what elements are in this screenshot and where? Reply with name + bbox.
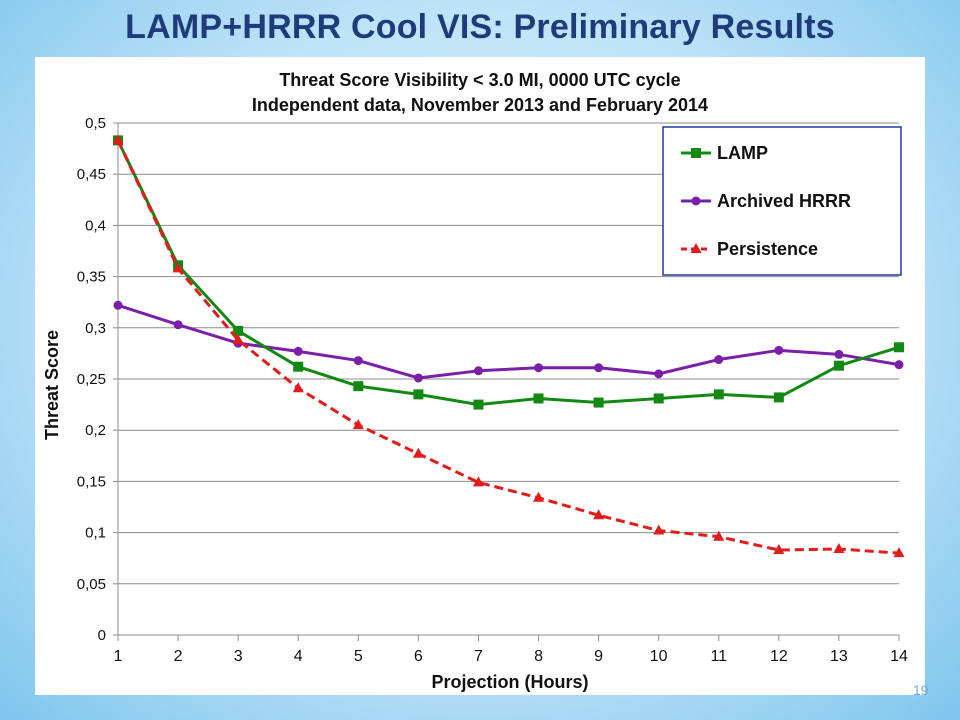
series-lamp <box>113 135 904 410</box>
x-tick-label: 14 <box>890 648 908 665</box>
data-point-lamp <box>833 360 844 371</box>
y-tick-label: 0,15 <box>77 473 106 490</box>
data-point-persistence <box>773 544 785 555</box>
data-point-persistence <box>112 134 124 145</box>
data-point-persistence <box>533 491 545 502</box>
y-tick-label: 0,4 <box>85 217 106 234</box>
x-tick-label: 6 <box>414 648 423 665</box>
legend: LAMP Archived HRRR Persistence <box>662 126 902 276</box>
data-point-persistence <box>352 419 364 430</box>
series-line-persistence <box>116 139 900 555</box>
data-point-lamp <box>713 389 724 400</box>
chart-title-line2: Independent data, November 2013 and Febr… <box>252 95 708 115</box>
y-tick-label: 0,35 <box>77 269 106 286</box>
y-tick-label: 0,2 <box>85 422 106 439</box>
x-tick-label: 9 <box>594 648 603 665</box>
series-lines <box>112 134 905 558</box>
legend-label-archived-hrrr: Archived HRRR <box>717 191 851 211</box>
chart-title-line1: Threat Score Visibility < 3.0 MI, 0000 U… <box>279 70 680 90</box>
series-line-archived-hrrr <box>117 303 900 380</box>
x-tick-label: 1 <box>114 648 123 665</box>
data-point-lamp <box>473 399 484 410</box>
data-point-archived-hrrr <box>834 349 844 359</box>
data-point-archived-hrrr <box>894 360 904 370</box>
legend-marker-archived-hrrr <box>691 196 701 206</box>
data-point-persistence <box>172 262 184 273</box>
legend-marker-lamp <box>691 148 701 158</box>
x-tick-label: 10 <box>650 648 668 665</box>
data-point-persistence <box>412 447 424 458</box>
x-tick-label: 3 <box>234 648 243 665</box>
gridlines <box>118 122 899 585</box>
data-point-archived-hrrr <box>654 369 664 379</box>
data-point-lamp <box>353 381 364 392</box>
data-point-lamp <box>653 393 664 404</box>
x-tick-label: 12 <box>770 648 788 665</box>
y-tick-label: 0,5 <box>85 115 106 132</box>
data-point-lamp <box>894 342 904 353</box>
data-point-persistence <box>593 509 605 520</box>
legend-label-lamp: LAMP <box>717 143 768 163</box>
data-point-lamp <box>293 361 304 372</box>
data-point-archived-hrrr <box>173 320 183 330</box>
y-tick-label: 0,1 <box>85 525 106 542</box>
y-tick-label: 0,25 <box>77 371 106 388</box>
x-tick-label: 2 <box>174 648 183 665</box>
data-point-archived-hrrr <box>774 345 784 355</box>
data-point-archived-hrrr <box>534 363 544 373</box>
data-point-persistence <box>292 382 304 393</box>
data-point-archived-hrrr <box>594 363 604 373</box>
data-point-persistence <box>833 542 845 553</box>
data-point-lamp <box>533 393 544 404</box>
chart-panel: Threat Score Visibility < 3.0 MI, 0000 U… <box>35 57 925 695</box>
series-archived-hrrr <box>113 300 904 383</box>
x-tick-label: 4 <box>294 648 303 665</box>
data-point-lamp <box>233 325 244 336</box>
y-tick-label: 0,05 <box>77 576 106 593</box>
data-point-persistence <box>472 476 484 487</box>
y-tick-label: 0,3 <box>85 320 106 337</box>
data-point-lamp <box>593 397 604 408</box>
data-point-lamp <box>413 389 424 400</box>
x-tick-label: 11 <box>710 648 727 665</box>
data-point-persistence <box>653 524 665 535</box>
x-tick-label: 5 <box>354 648 363 665</box>
data-point-archived-hrrr <box>293 346 303 356</box>
slide-title: LAMP+HRRR Cool VIS: Preliminary Results <box>125 8 835 46</box>
series-line-lamp <box>116 139 900 407</box>
data-point-archived-hrrr <box>413 373 423 383</box>
x-tick-label: 13 <box>830 648 848 665</box>
page-number: 19 <box>913 682 929 698</box>
y-tick-label: 0,45 <box>77 166 106 183</box>
x-axis-label: Projection (Hours) <box>431 672 588 692</box>
legend-label-persistence: Persistence <box>717 239 818 259</box>
data-point-lamp <box>773 392 784 403</box>
data-point-persistence <box>893 547 905 558</box>
series-persistence <box>112 134 905 558</box>
data-point-archived-hrrr <box>113 300 123 310</box>
data-point-persistence <box>232 334 244 345</box>
data-point-archived-hrrr <box>473 366 483 376</box>
data-point-persistence <box>713 530 725 541</box>
data-point-archived-hrrr <box>353 356 363 366</box>
y-axis-label: Threat Score <box>42 330 62 440</box>
axes: 00,050,10,150,20,250,30,350,40,450,51 2 3 4… <box>77 115 908 665</box>
data-point-archived-hrrr <box>714 355 724 365</box>
legend-marker-persistence <box>690 243 702 253</box>
threat-score-chart: Threat Score Visibility < 3.0 MI, 0000 U… <box>42 70 908 692</box>
x-tick-label: 7 <box>474 648 483 665</box>
y-tick-label: 0 <box>98 627 106 644</box>
x-tick-label: 8 <box>534 648 543 665</box>
